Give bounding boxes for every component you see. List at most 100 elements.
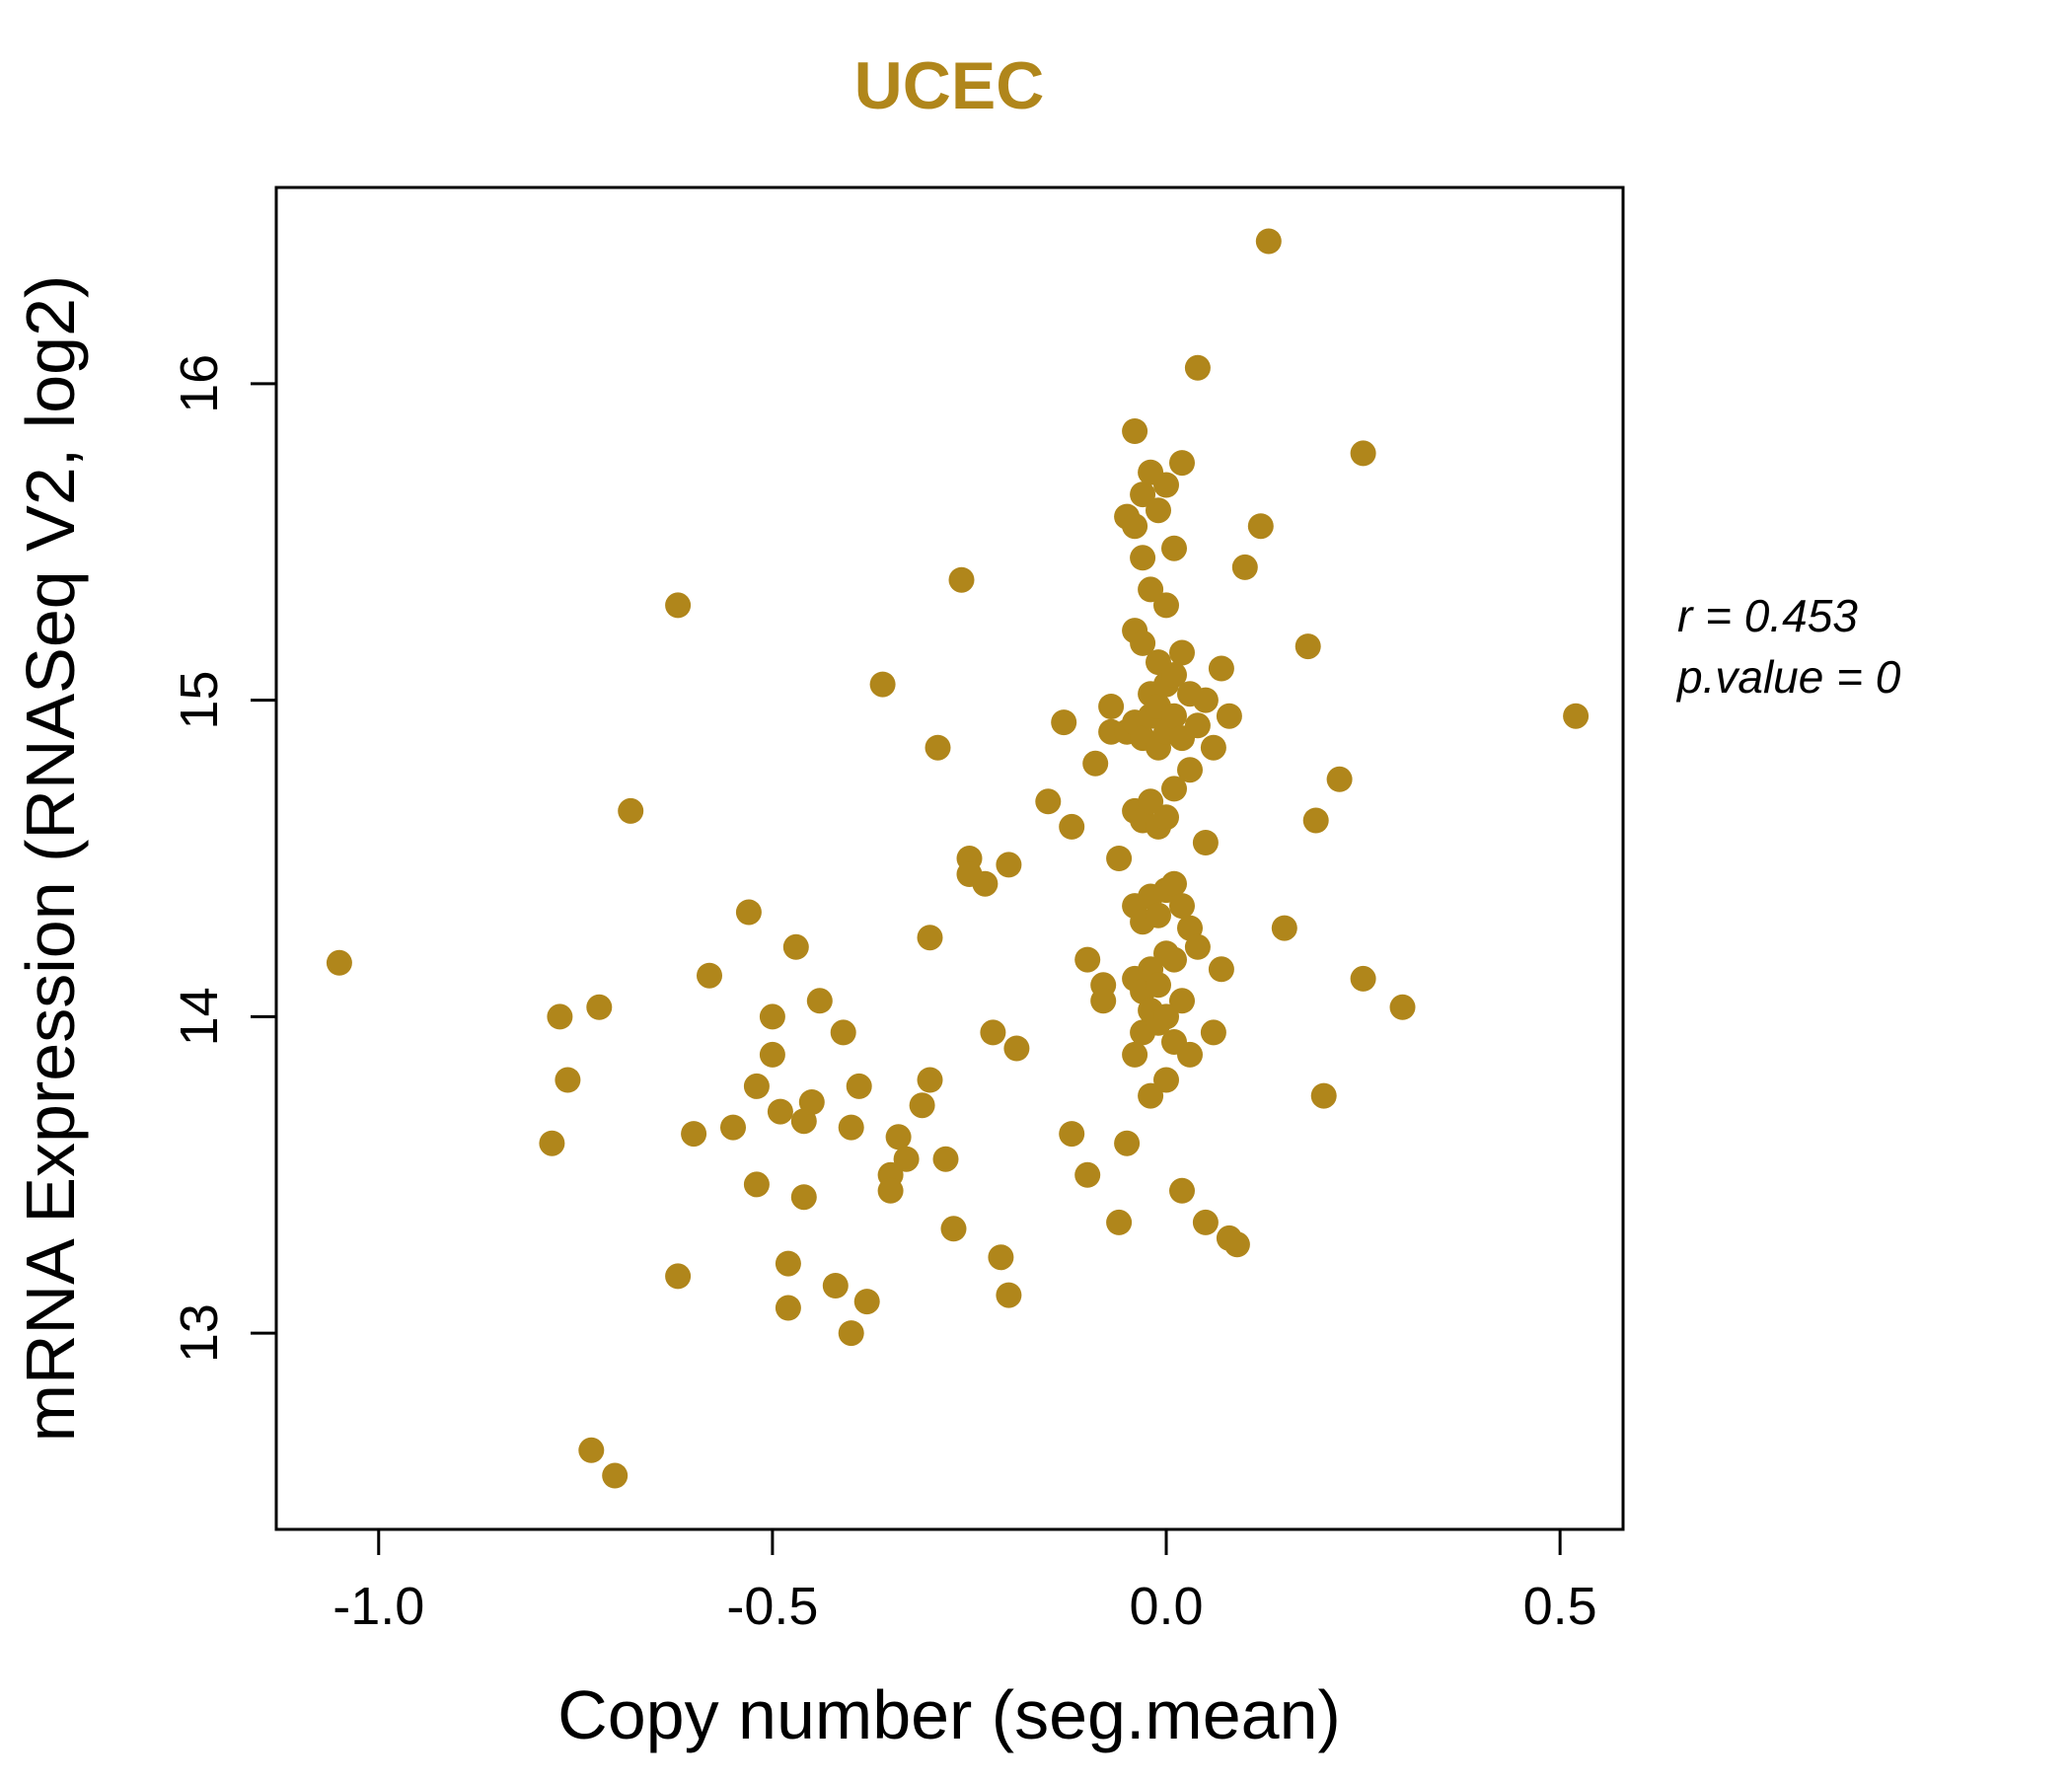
data-point <box>798 1089 825 1115</box>
data-point <box>1059 1121 1085 1148</box>
data-point <box>1169 893 1195 920</box>
data-point <box>1090 988 1117 1014</box>
data-point <box>759 1003 785 1030</box>
data-point <box>578 1437 605 1463</box>
data-point <box>743 1171 770 1198</box>
data-point <box>1153 592 1179 619</box>
data-point <box>1200 734 1226 761</box>
data-point <box>1106 846 1133 871</box>
data-point <box>1146 902 1171 928</box>
data-point <box>980 1019 1006 1046</box>
data-point <box>1051 709 1077 736</box>
data-point <box>1003 1035 1030 1062</box>
data-point <box>1389 994 1416 1020</box>
data-point <box>1302 807 1329 834</box>
data-point <box>1161 662 1187 688</box>
data-point <box>1161 946 1187 973</box>
data-point <box>1247 513 1274 540</box>
data-point <box>1098 694 1125 719</box>
data-point <box>1161 776 1187 802</box>
annotation-p-value: p.value = 0 <box>1675 651 1901 703</box>
data-point <box>1082 750 1109 777</box>
data-point <box>547 1003 573 1030</box>
data-point <box>1122 513 1148 540</box>
data-point <box>1208 956 1234 983</box>
data-point <box>1271 915 1297 941</box>
data-point <box>838 1320 864 1347</box>
data-point <box>932 1146 959 1172</box>
data-point <box>1146 972 1171 999</box>
data-point <box>940 1216 967 1242</box>
plot-box <box>274 186 1625 1531</box>
data-point <box>1216 703 1242 729</box>
data-point <box>838 1114 864 1141</box>
data-point <box>830 1019 856 1046</box>
data-point <box>885 1124 912 1150</box>
data-point <box>790 1184 817 1211</box>
data-point <box>1161 535 1187 561</box>
data-point <box>1255 228 1282 255</box>
data-point <box>665 592 692 619</box>
data-point <box>775 1250 801 1277</box>
data-point <box>1208 655 1234 682</box>
data-point <box>1184 712 1211 739</box>
data-point <box>1200 1019 1226 1046</box>
y-axis-label: mRNA Expression (RNASeq V2, log2) <box>12 275 89 1443</box>
data-point <box>1169 1177 1195 1204</box>
y-axis-ticks-group: 13 14 15 16 <box>170 354 276 1363</box>
data-point <box>917 925 943 951</box>
data-point <box>1310 1082 1337 1109</box>
data-point <box>869 671 896 698</box>
x-tick-label: 0.0 <box>1129 1577 1203 1636</box>
data-point <box>1169 450 1195 477</box>
data-point <box>697 962 722 989</box>
data-point <box>618 797 644 824</box>
data-point <box>1161 703 1187 729</box>
data-point <box>1138 1082 1164 1109</box>
data-point <box>759 1041 785 1068</box>
data-point <box>665 1263 692 1290</box>
data-point <box>586 994 613 1020</box>
data-point <box>1130 545 1156 571</box>
data-point <box>806 988 833 1014</box>
data-point <box>1184 354 1211 381</box>
y-tick-label: 14 <box>170 987 229 1046</box>
data-point <box>1223 1231 1250 1258</box>
data-point <box>1563 703 1590 729</box>
data-point <box>775 1295 801 1321</box>
x-tick-label: -1.0 <box>333 1577 424 1636</box>
data-point <box>1192 687 1219 713</box>
data-point <box>602 1462 629 1489</box>
data-point <box>782 933 809 960</box>
data-point <box>1130 630 1156 656</box>
data-point <box>555 1067 581 1093</box>
data-point <box>681 1121 707 1148</box>
data-point <box>877 1177 904 1204</box>
data-point <box>1153 472 1179 498</box>
data-point <box>1184 933 1211 960</box>
data-point <box>1153 1067 1179 1093</box>
data-point <box>822 1273 849 1299</box>
y-tick-label: 16 <box>170 354 229 413</box>
data-point <box>1138 788 1164 815</box>
data-point <box>917 1067 943 1093</box>
data-point <box>996 1282 1022 1308</box>
data-point <box>1192 830 1219 855</box>
data-point <box>1169 639 1195 666</box>
data-point <box>925 734 951 761</box>
data-point <box>1192 1209 1219 1235</box>
data-point <box>1153 1003 1179 1030</box>
data-point <box>988 1244 1014 1271</box>
data-point <box>1295 633 1321 660</box>
chart-title: UCEC <box>854 48 1045 123</box>
data-point <box>1074 1161 1101 1188</box>
data-point <box>1035 788 1062 815</box>
y-tick-label: 15 <box>170 671 229 730</box>
data-point <box>743 1073 770 1099</box>
data-point <box>1169 988 1195 1014</box>
data-point <box>1122 1041 1148 1068</box>
data-point <box>1326 766 1353 792</box>
data-point <box>767 1098 793 1125</box>
